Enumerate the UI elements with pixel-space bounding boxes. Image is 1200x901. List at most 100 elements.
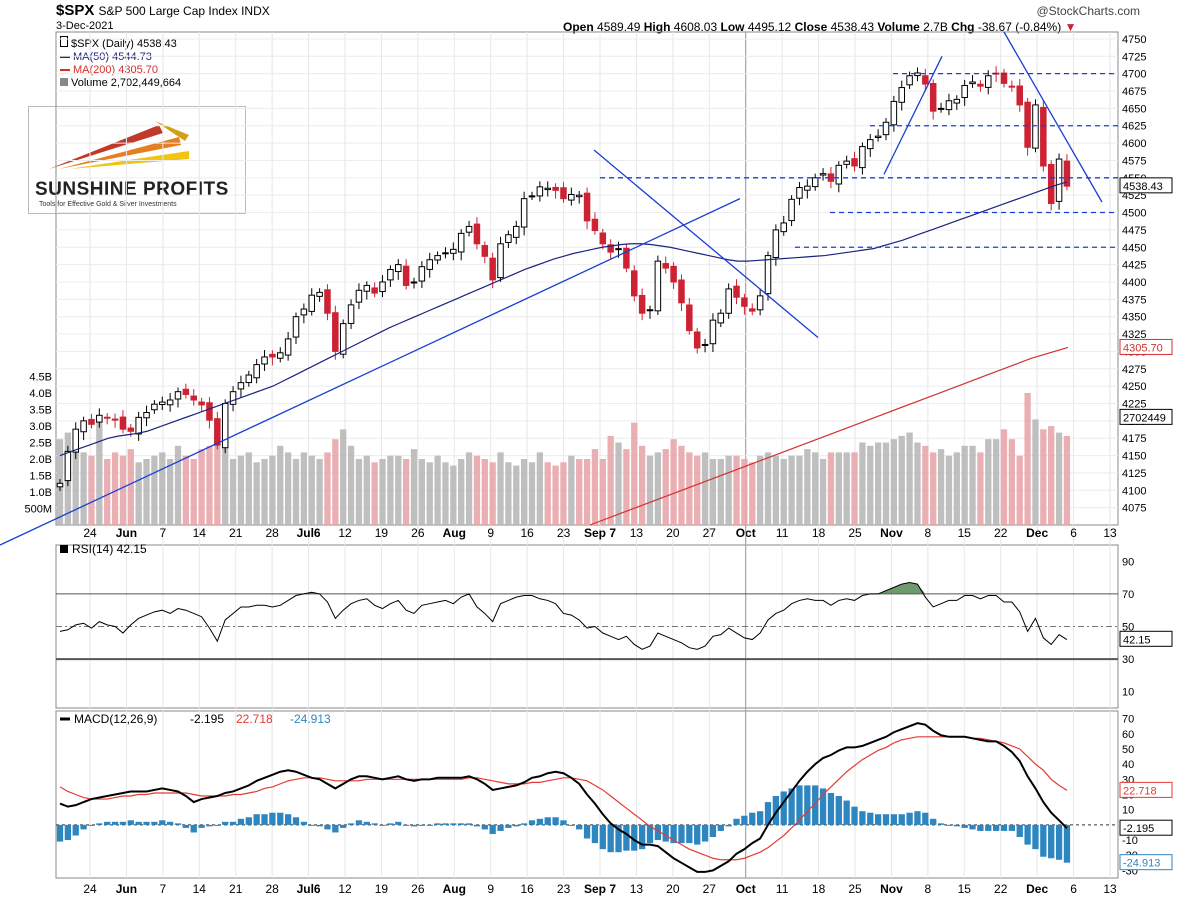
macd-histogram-bar [615,824,622,853]
macd-histogram-bar [269,812,276,825]
volume-bar [166,459,174,525]
volume-bar [174,445,182,525]
candle-body [174,391,182,400]
chg-label: Chg [951,20,975,34]
x-tick-label-top: 26 [411,526,425,540]
x-tick-label-top: 21 [229,526,243,540]
candle-body [1016,85,1023,106]
volume-bar [945,455,953,525]
volume-bar [851,452,858,525]
candle-body [568,193,575,201]
candle-body [898,87,905,103]
candle-body [135,416,142,435]
candle-body [332,312,339,352]
x-tick-label-top: 7 [160,526,167,540]
volume-bar [772,455,780,525]
macd-histogram-bar [1000,824,1008,831]
macd-histogram-bar [646,824,654,844]
candle-body [111,418,119,421]
candle-body [977,83,984,87]
macd-histogram-bar [568,824,575,826]
falling-trendline-sep [593,149,819,339]
candle-body [457,232,465,253]
x-tick-label-bottom: 25 [848,882,862,896]
candle-body [945,100,953,111]
macd-histogram-bar [662,824,669,842]
macd-histogram-bar [922,812,929,825]
volume-bar [505,462,512,525]
macd-histogram-bar [961,824,968,828]
volume-bar [88,455,95,525]
macd-signal-line [59,736,1068,861]
price-tick-label: 4400 [1122,277,1146,289]
volume-bar [898,435,905,525]
volume-value-label: 2702449 [1123,412,1166,424]
x-tick-label-top: 24 [83,526,97,540]
x-tick-label-bottom: 18 [812,882,826,896]
candle-body [607,244,614,253]
macd-histogram-bar [473,824,481,827]
volume-bar [277,445,284,525]
x-tick-label-top: 22 [994,526,1008,540]
volume-bar [796,455,803,525]
macd-histogram-bar [277,812,284,825]
macd-tick-label: 70 [1122,714,1134,726]
x-tick-label-top: 27 [703,526,717,540]
candle-body [985,75,992,88]
volume-bar [395,455,402,525]
candle-body [749,308,756,312]
volume-bar [426,462,433,525]
volume-bar [812,452,819,525]
candle-body [347,304,355,324]
candle-body [544,187,551,191]
macd-histogram-bar [182,824,190,828]
macd-histogram-bar [804,785,811,825]
volume-bar [308,455,315,525]
histogram-axis-label-box [1119,854,1173,871]
macd-histogram-bar [552,817,559,825]
volume-bar [347,445,355,525]
macd-histogram-bar [701,824,709,842]
candle-body [591,218,599,232]
last-close-label: 4538.43 [1123,181,1163,193]
x-tick-label-top: 16 [520,526,534,540]
price-tick-label: 4100 [1122,485,1146,497]
candle-body [788,198,795,222]
volume-bar [269,455,276,525]
rsi-value-label: 42.15 [1123,634,1151,646]
candle-body [269,353,276,358]
x-tick-label-top: 6 [1070,526,1077,540]
macd-tick-label: 10 [1122,805,1134,817]
macd-histogram-bar [497,824,504,831]
candle-body [151,403,158,411]
volume-bar [882,442,890,525]
volume-bar [1024,393,1031,525]
price-tick-label: 4500 [1122,208,1146,220]
macd-histogram-bar [395,821,402,825]
macd-histogram-bar [513,824,520,827]
macd-histogram-bar [135,821,142,825]
candle-body [583,192,591,222]
candle-body [64,450,72,482]
candle-body [284,338,292,356]
macd-histogram-bar [670,824,677,844]
volume-bar [442,462,449,525]
candle-body [835,164,843,185]
volume-bar [1063,435,1071,525]
x-tick-label-bottom: Jun [116,882,137,896]
price-tick-label: 4750 [1122,34,1146,46]
macd-histogram-bar [969,824,976,830]
candle-body [513,225,520,238]
macd-histogram-bar [387,823,394,825]
histogram-axis-label: -24.913 [1123,858,1160,870]
volume-bar [245,452,252,525]
volume-bar [458,459,465,525]
candle-body [237,382,245,390]
chg-value: -38.67 (-0.84%) [977,20,1062,34]
volume-bar [670,439,677,525]
x-tick-label-bottom: 24 [83,882,97,896]
volume-bar [819,459,827,525]
open-value: 4589.49 [597,20,641,34]
candle-body [497,243,504,279]
